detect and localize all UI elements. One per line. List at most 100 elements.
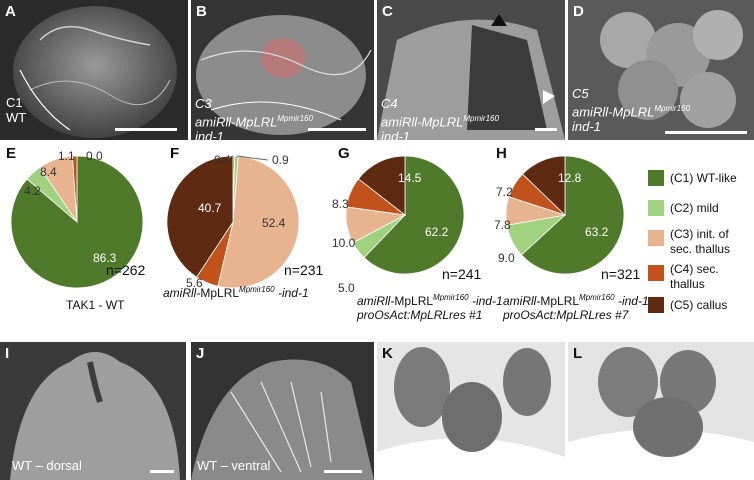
panel-caption: WT – dorsal bbox=[12, 458, 82, 473]
caption-genotype: WT bbox=[6, 110, 27, 125]
pie-slice-h-c5 bbox=[521, 155, 566, 216]
genotype-name-g: amiRll-MpLRLMpmir160 -ind-1 proOsAct:MpL… bbox=[357, 291, 503, 322]
panel-caption: C3 amiRll-MpLRLMpmir160 ind-1 bbox=[195, 96, 313, 140]
name-sup: Mpmir160 bbox=[433, 293, 469, 302]
caption-class: C3 bbox=[195, 96, 212, 111]
pie-value-label-f-c2: 0.9 bbox=[272, 153, 289, 167]
panel-k-sem-image: K MpLRL-SRDX-2 – dorsal bbox=[377, 342, 565, 480]
panel-letter-e: E bbox=[6, 145, 17, 162]
pie-slice-h-c1 bbox=[520, 155, 625, 275]
caption-genotype-line: amiRll-MpLRLMpmir160 bbox=[381, 111, 499, 129]
mutant-thallus-image bbox=[377, 0, 565, 140]
genotype-name-f: amiRll-MpLRLMpmir160 -ind-1 bbox=[163, 283, 309, 300]
legend-swatch bbox=[648, 265, 664, 281]
n-count-h: n=321 bbox=[601, 266, 641, 282]
caption-sup: Mpmir160 bbox=[463, 114, 499, 123]
panel-letter-f: F bbox=[170, 145, 180, 162]
scale-bar bbox=[535, 128, 557, 131]
pie-value-label-e-c3: 8.4 bbox=[40, 165, 57, 179]
name-prefix: amiRll- bbox=[163, 286, 201, 300]
panel-letter: K bbox=[382, 345, 393, 362]
mutant-thallus-image bbox=[191, 0, 374, 140]
wt-ventral-image bbox=[191, 342, 374, 480]
panel-i-sem-image: I WT – dorsal bbox=[0, 342, 186, 480]
legend-swatch bbox=[648, 230, 664, 246]
legend-swatch bbox=[648, 200, 664, 216]
caption-view: – ventral bbox=[669, 458, 724, 473]
caption-view: – dorsal bbox=[478, 458, 529, 473]
panel-a-sem-image: A C1 WT bbox=[0, 0, 188, 140]
caption-class: C4 bbox=[381, 96, 398, 111]
pie-value-label-e-c4: 1.1 bbox=[58, 149, 75, 163]
panel-caption: C4 amiRll-MpLRLMpmir160 ind-1 bbox=[381, 96, 499, 140]
panel-l-sem-image: L MpLRL-SRDX-2 – ventral bbox=[568, 342, 754, 480]
panel-j-sem-image: J WT – ventral bbox=[191, 342, 374, 480]
panel-letter-h: H bbox=[496, 145, 507, 162]
panel-letter: L bbox=[573, 345, 583, 362]
name-gene: MpLRL bbox=[200, 286, 240, 300]
wt-dorsal-image bbox=[0, 342, 186, 480]
pie-value-label-g-c4: 8.3 bbox=[332, 197, 349, 211]
scale-bar bbox=[725, 470, 747, 473]
caption-sup: Mpmir160 bbox=[277, 114, 313, 123]
legend-label: (C2) mild bbox=[670, 201, 719, 215]
pie-value-label-h-c2: 9.0 bbox=[498, 251, 515, 265]
pie-value-label-h-c4: 7.2 bbox=[496, 185, 513, 199]
panel-caption: C1 WT bbox=[6, 95, 26, 125]
name-gene: MpLRL bbox=[540, 294, 580, 308]
pie-slice-f-c3 bbox=[217, 155, 300, 289]
panel-letter: C bbox=[382, 3, 393, 20]
scale-bar bbox=[150, 470, 174, 473]
scale-bar bbox=[115, 128, 177, 131]
pie-value-label-g-c3: 10.0 bbox=[332, 236, 356, 250]
pie-slice-e-c4 bbox=[72, 155, 78, 223]
caption-genotype: amiRll-MpLRL bbox=[195, 114, 278, 130]
pie-value-label-h-c5: 12.8 bbox=[558, 171, 582, 185]
wt-thallus-image bbox=[0, 0, 188, 140]
pie-value-label-f-c5: 40.7 bbox=[198, 201, 222, 215]
black-arrowhead-icon bbox=[491, 14, 507, 26]
pie-value-label-f-c1: 0.4 bbox=[214, 153, 231, 167]
pie-slice-g-c1 bbox=[363, 155, 465, 275]
panel-c-sem-image: C C4 amiRll-MpLRLMpmir160 ind-1 bbox=[377, 0, 565, 140]
panel-letter: J bbox=[196, 345, 205, 362]
pie-value-label-e-c2: 4.2 bbox=[24, 184, 41, 198]
panel-letter-g: G bbox=[338, 145, 350, 162]
name-allele: -ind-1 bbox=[274, 286, 309, 300]
scale-bar bbox=[665, 131, 747, 134]
caption-genotype: amiRll-MpLRL bbox=[381, 114, 464, 130]
pie-value-label-g-c5: 14.5 bbox=[398, 171, 422, 185]
legend-label: (C3) init. of sec. thallus bbox=[670, 227, 730, 257]
legend-label: (C5) callus bbox=[670, 298, 728, 312]
legend-swatch bbox=[648, 297, 664, 313]
panel-letter: A bbox=[5, 3, 16, 20]
scale-bar bbox=[532, 470, 558, 473]
white-arrowhead-icon bbox=[543, 90, 555, 104]
panel-letter: I bbox=[5, 345, 10, 362]
name-sup: Mpmir160 bbox=[579, 293, 615, 302]
scale-bar bbox=[308, 128, 366, 131]
name-gene: MpLRL bbox=[394, 294, 434, 308]
pie-value-label-g-c2: 5.0 bbox=[338, 281, 355, 295]
srdx-dorsal-image bbox=[377, 342, 565, 480]
legend-label: (C1) WT-like bbox=[670, 171, 737, 185]
caption-line: ind-1 bbox=[572, 119, 601, 135]
name-prefix: amiRll- bbox=[503, 294, 541, 308]
pie-value-label-f-c4: 5.6 bbox=[186, 276, 203, 290]
caption-gene: LRL-SRDX-2 bbox=[594, 458, 670, 473]
pie-value-label-h-c1: 63.2 bbox=[585, 225, 609, 239]
caption-prefix: Mp bbox=[576, 458, 595, 473]
name-allele: -ind-1 bbox=[614, 294, 649, 308]
caption-genotype-line: amiRll-MpLRLMpmir160 bbox=[572, 101, 690, 119]
legend-label-line2: thallus bbox=[670, 277, 705, 291]
callus-image bbox=[568, 0, 754, 140]
name-sup: Mpmir160 bbox=[239, 285, 275, 294]
pie-value-label-f-c3: 52.4 bbox=[262, 216, 286, 230]
caption-sup: Mpmir160 bbox=[654, 104, 690, 113]
n-count-g: n=241 bbox=[442, 266, 482, 282]
name-allele: -ind-1 bbox=[468, 294, 503, 308]
pie-value-label-h-c3: 7.8 bbox=[494, 218, 511, 232]
caption-genotype: amiRll-MpLRL bbox=[572, 104, 655, 120]
caption-class: C1 bbox=[6, 95, 23, 110]
